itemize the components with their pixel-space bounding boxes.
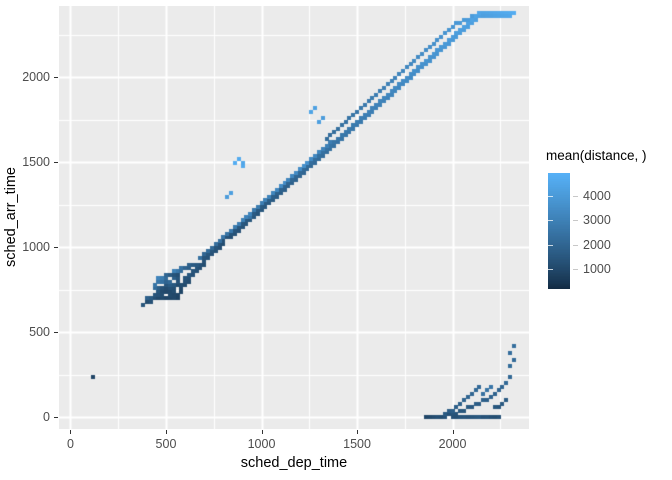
y-tick-mark (54, 77, 58, 79)
legend-tick-label: 4000 (583, 189, 611, 204)
legend-title: mean(distance, ) (546, 148, 647, 163)
x-tick-mark (452, 430, 454, 434)
legend-tick-mark (573, 220, 578, 222)
legend-tick-mark (573, 244, 578, 246)
legend-tick-mark (548, 196, 553, 198)
x-tick-mark (165, 430, 167, 434)
legend-tick-label: 1000 (583, 262, 611, 277)
y-tick-mark (54, 162, 58, 164)
x-tick-label: 1500 (343, 437, 371, 451)
legend-body: 1000 2000 3000 4000 (545, 173, 670, 291)
legend-tick-mark (548, 269, 553, 271)
y-tick-label: 0 (43, 410, 50, 425)
x-tick-mark (70, 430, 72, 434)
x-tick-label: 500 (155, 437, 177, 451)
x-tick-label: 1000 (247, 437, 276, 451)
y-tick-label: 500 (29, 325, 50, 340)
legend-colorbar (548, 173, 570, 289)
heatmap-tiles (59, 6, 529, 429)
legend-tick-label: 3000 (583, 213, 611, 228)
y-tick-mark (54, 332, 58, 334)
legend-tick-mark (573, 196, 578, 198)
plot-panel (59, 6, 529, 429)
y-axis-title: sched_arr_time (3, 167, 19, 267)
y-tick-label: 2000 (22, 70, 50, 85)
y-tick-label: 1500 (22, 155, 50, 170)
legend-tick-mark (548, 220, 553, 222)
x-axis-title: sched_dep_time (240, 455, 348, 471)
legend: mean(distance, ) 1000 2000 3000 4000 (545, 148, 670, 291)
y-tick-mark (54, 247, 58, 249)
x-tick-mark (261, 430, 263, 434)
y-tick-mark (54, 417, 58, 419)
x-tick-label: 0 (66, 437, 74, 451)
x-tick-mark (357, 430, 359, 434)
x-tick-label: 2000 (438, 437, 467, 451)
legend-tick-mark (573, 269, 578, 271)
y-tick-label: 1000 (22, 240, 50, 255)
legend-tick-mark (548, 244, 553, 246)
legend-tick-label: 2000 (583, 237, 611, 252)
